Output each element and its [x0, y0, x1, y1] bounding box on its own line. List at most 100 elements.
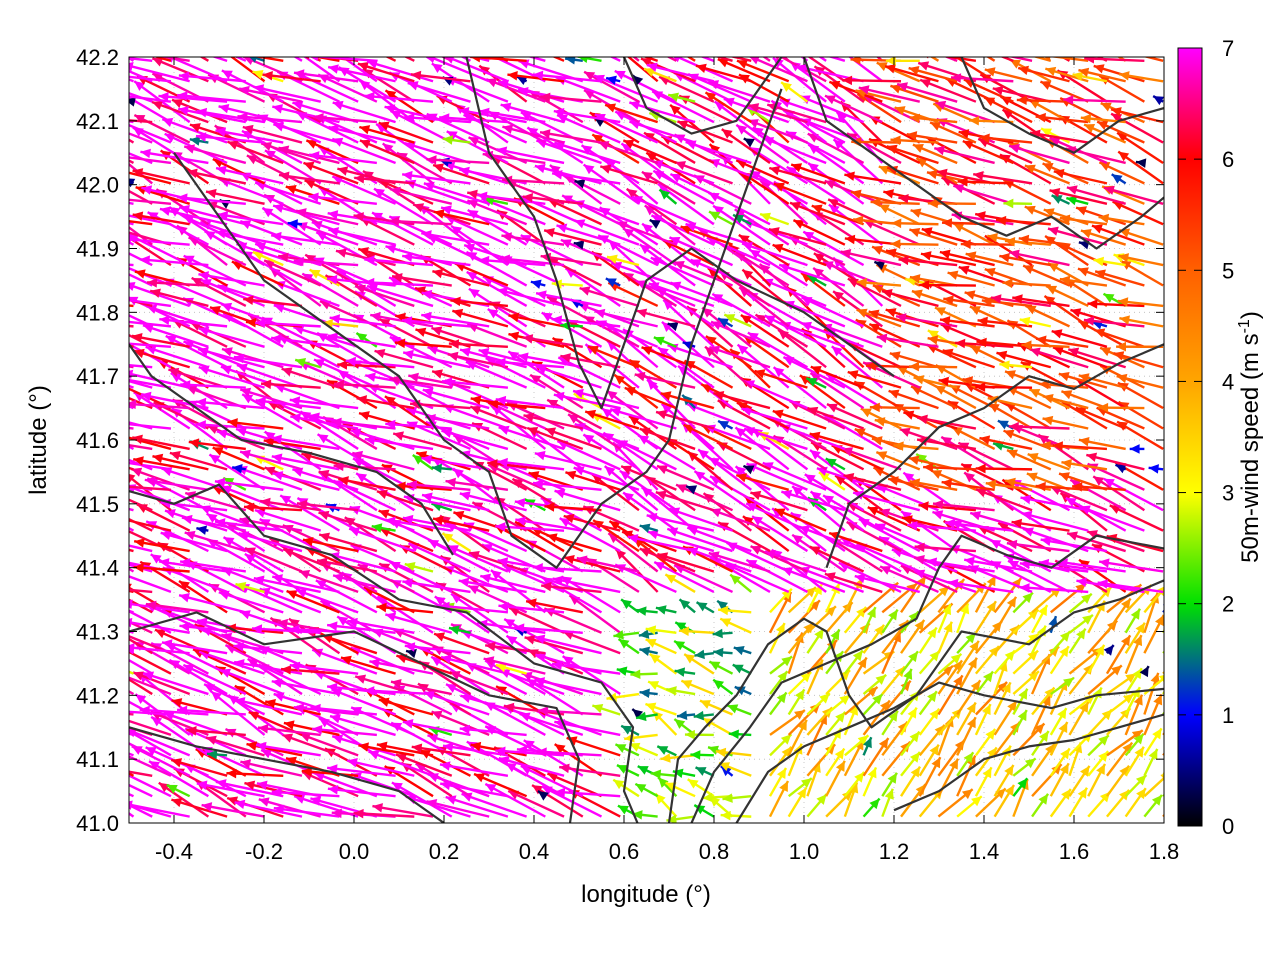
wind-arrow-head — [67, 714, 78, 723]
wind-arrow-head — [603, 41, 614, 50]
wind-arrow-head — [102, 663, 113, 672]
wind-arrow-head — [113, 714, 124, 723]
wind-arrow-shaft — [742, 20, 788, 61]
wind-arrow-head — [795, 47, 806, 57]
wind-arrow-head — [100, 584, 111, 593]
wind-arrow-shaft — [80, 135, 134, 163]
colorbar-tick-label: 7 — [1222, 36, 1234, 61]
wind-arrow-head — [321, 41, 332, 51]
wind-arrow-shaft — [591, 22, 639, 61]
wind-arrow-shaft — [836, 21, 882, 61]
wind-arrow-head — [283, 48, 294, 57]
y-tick-label: 41.5 — [76, 492, 119, 517]
wind-arrow-head — [111, 602, 122, 611]
wind-arrow-head — [105, 796, 116, 805]
wind-arrow-shaft — [769, 23, 826, 61]
wind-arrow-head — [117, 526, 128, 535]
wind-arrow-head — [77, 328, 88, 337]
x-axis-title: longitude (°) — [581, 881, 711, 908]
wind-arrow-shaft — [1163, 600, 1173, 612]
wind-arrow-head — [614, 45, 625, 55]
wind-arrow-head — [73, 213, 84, 222]
y-tick-label: 41.8 — [76, 300, 119, 325]
colorbar-title-end: ) — [1237, 311, 1264, 319]
colorbar-tick-label: 5 — [1222, 258, 1234, 283]
wind-arrow-head — [68, 589, 79, 598]
wind-arrow-head — [769, 23, 780, 32]
wind-arrow-head — [72, 353, 83, 362]
wind-arrow-head — [267, 35, 278, 44]
wind-arrow-head — [107, 151, 117, 160]
x-tick-label: 0.0 — [339, 839, 370, 864]
wind-arrow-head — [128, 48, 139, 57]
wind-arrow-head — [66, 106, 77, 115]
wind-arrow-head — [558, 31, 569, 40]
wind-arrow-head — [812, 34, 823, 43]
wind-arrow-head — [219, 47, 230, 57]
y-tick-label: 41.2 — [76, 683, 119, 708]
wind-arrow-head — [1169, 691, 1178, 702]
wind-arrow-head — [85, 409, 96, 418]
x-tick-label: 0.6 — [609, 839, 640, 864]
wind-arrow-head — [65, 256, 75, 266]
y-tick-label: 42.2 — [76, 45, 119, 70]
wind-arrow-shaft — [1163, 745, 1177, 776]
wind-arrow-head — [455, 38, 466, 47]
x-tick-label: -0.4 — [155, 839, 193, 864]
wind-arrow-head — [958, 39, 969, 48]
wind-arrow-shaft — [77, 329, 133, 346]
wind-arrow-head — [85, 476, 96, 485]
wind-arrow-head — [77, 534, 88, 543]
wind-arrow-head — [899, 37, 910, 46]
wind-arrow-head — [77, 455, 88, 464]
wind-arrow-head — [157, 31, 168, 40]
wind-arrow-shaft — [66, 208, 133, 224]
wind-arrow-shaft — [77, 537, 134, 551]
wind-arrow-head — [96, 606, 107, 615]
y-tick-label: 41.4 — [76, 556, 119, 581]
wind-arrow-shaft — [718, 25, 770, 60]
wind-arrow-head — [122, 599, 132, 608]
wind-arrow-head — [779, 40, 790, 49]
wind-arrow-head — [754, 21, 765, 31]
wind-arrow-head — [89, 136, 100, 145]
wind-arrow-head — [830, 42, 841, 52]
wind-arrow-head — [77, 778, 88, 788]
wind-arrow-shaft — [71, 768, 134, 796]
colorbar-gradient — [1178, 48, 1202, 826]
y-tick-label: 41.7 — [76, 364, 119, 389]
wind-arrow-head — [102, 418, 112, 428]
x-tick-label: -0.2 — [245, 839, 283, 864]
wind-arrow-head — [112, 670, 123, 679]
wind-arrow-head — [361, 35, 372, 44]
wind-arrow-head — [377, 24, 388, 33]
wind-arrow-head — [85, 533, 96, 542]
wind-arrow-head — [103, 208, 114, 217]
wind-arrow-head — [102, 207, 113, 217]
wind-arrow-head — [122, 800, 133, 809]
wind-arrow-head — [104, 144, 115, 154]
y-tick-label: 41.3 — [76, 620, 119, 645]
wind-arrow-head — [94, 715, 105, 724]
wind-arrow-shaft — [67, 716, 133, 735]
wind-arrow-head — [96, 213, 106, 222]
wind-arrow-head — [1114, 46, 1125, 55]
wind-arrow-head — [899, 37, 910, 46]
wind-arrow-head — [71, 731, 82, 740]
wind-arrow-shaft — [68, 591, 133, 613]
colorbar-tick-label: 3 — [1222, 481, 1234, 506]
wind-arrow-head — [80, 135, 91, 144]
colorbar-tick-label: 1 — [1222, 703, 1234, 728]
colorbar: 01234567 50m-wind speed (m s-1) — [1178, 36, 1264, 839]
wind-arrow-head — [394, 34, 405, 43]
x-tick-label: 0.8 — [699, 839, 730, 864]
wind-arrow-shaft — [77, 452, 133, 469]
x-tick-label: 0.4 — [519, 839, 550, 864]
wind-arrow-head — [652, 37, 663, 46]
wind-arrow-head — [479, 40, 490, 49]
wind-arrow-head — [87, 77, 98, 86]
y-tick-label: 41.0 — [76, 811, 119, 836]
wind-arrow-shaft — [754, 21, 807, 60]
colorbar-tick-label: 2 — [1222, 592, 1234, 617]
wind-arrow-head — [425, 43, 436, 52]
